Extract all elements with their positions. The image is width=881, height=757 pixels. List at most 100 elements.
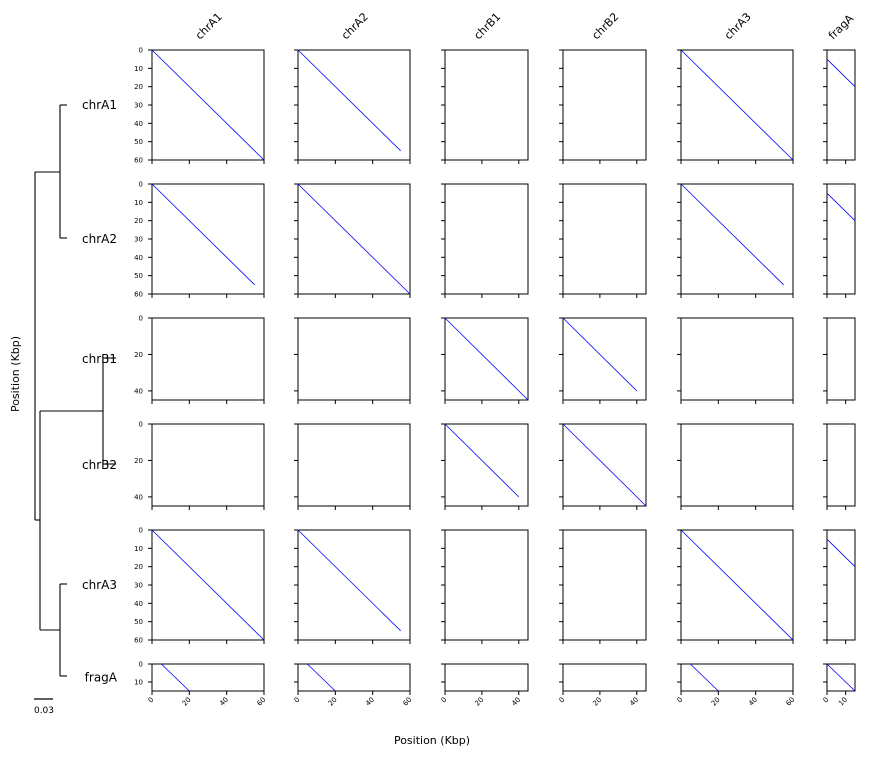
x-tick-label: 0 [822,696,831,705]
panel-chrB2-vs-chrA2 [294,423,411,510]
alignment-chrB1-vs-chrB2 [562,317,638,392]
column-label-chrB1: chrB1 [471,10,503,42]
alignment-chrB2-vs-chrB2 [562,423,647,507]
x-tick-label: 40 [364,696,376,708]
y-tick-label: 0 [139,181,143,189]
row-label-chrA1: chrA1 [82,98,117,112]
row-label-fragA: fragA [85,671,118,685]
x-tick-label: 20 [591,696,603,708]
panel-fragA-vs-chrA1: 0 10 0 20 40 60 [134,661,267,708]
y-tick-label: 40 [134,493,143,501]
y-tick-label: 30 [134,582,143,590]
y-tick-label: 40 [134,254,143,262]
x-tick-label: 20 [181,696,193,708]
panel-frame [444,423,529,507]
panel-chrB1-vs-fragA [823,317,856,404]
panel-chrA3-vs-chrB2 [559,529,647,644]
row-label-chrA3: chrA3 [82,578,117,592]
y-tick-label: 20 [134,457,143,465]
x-tick-label: 0 [676,696,685,705]
panel-chrB1-vs-chrA3 [677,317,794,404]
y-tick-label: 10 [134,199,143,207]
panel-chrB2-vs-fragA [823,423,856,510]
panel-chrA3-vs-chrA1: 0 10 20 30 40 50 60 [134,527,265,645]
x-tick-label: 60 [255,696,267,708]
y-tick-label: 50 [134,618,143,626]
panel-chrA1-vs-fragA [823,49,856,164]
panel-fragA-vs-chrA2: 0 20 40 60 [293,663,413,708]
y-tick-label: 40 [134,600,143,608]
row-label-chrB1: chrB1 [82,352,117,366]
panel-frame [151,423,265,507]
panel-frame [562,49,647,161]
panel-chrB1-vs-chrB2 [559,317,647,404]
alignment-chrA1-vs-chrA2 [297,49,401,152]
row-label-chrA2: chrA2 [82,232,117,246]
panel-frame [562,317,647,401]
panel-chrA2-vs-chrB2 [559,183,647,298]
sequence-labels: chrA1 chrA2 chrB1 chrB2 chrA3 fragA chrA1 chrA2… [82,10,856,684]
panel-frame [562,529,647,641]
panel-chrA1-vs-chrA1: 0 10 20 30 40 50 60 [134,47,265,165]
panel-frame [680,423,794,507]
panel-frame [826,317,856,401]
y-tick-label: 20 [134,217,143,225]
x-tick-label: 0 [440,696,449,705]
x-tick-label: 40 [747,696,759,708]
y-tick-label: 50 [134,138,143,146]
y-tick-label: 0 [139,47,143,55]
y-tick-label: 10 [134,679,143,687]
panel-chrA3-vs-chrA3 [677,529,794,644]
panel-chrA2-vs-chrA2 [294,183,411,298]
panel-chrA2-vs-chrB1 [441,183,529,298]
panel-chrA1-vs-chrA3 [677,49,794,164]
y-tick-label: 20 [134,563,143,571]
alignment-fragA-vs-chrA2 [307,663,336,692]
alignment-chrA1-vs-chrA3 [680,49,794,161]
x-tick-label: 20 [327,696,339,708]
column-label-chrA2: chrA2 [339,10,371,42]
x-tick-label: 40 [218,696,230,708]
alignment-fragA-vs-chrA3 [690,663,719,692]
alignment-fragA-vs-chrA1 [161,663,190,692]
panel-chrB1-vs-chrA2 [294,317,411,404]
panel-chrB2-vs-chrA1: 0 20 40 [134,421,265,510]
panel-frame [562,183,647,295]
panel-frame [297,663,411,692]
panel-frame [826,183,856,295]
alignment-chrA2-vs-chrA3 [680,183,784,286]
panel-frame [444,49,529,161]
tree-scale-label: 0.03 [34,706,54,716]
panel-frame [826,49,856,161]
y-tick-label: 30 [134,236,143,244]
alignment-chrA1-vs-fragA [826,58,856,87]
panel-frame [680,317,794,401]
dendrogram [34,104,116,677]
panel-frame [444,529,529,641]
panel-frame [562,663,647,692]
y-axis-label: Position (Kbp) [9,336,22,412]
panel-frame [297,317,411,401]
y-tick-label: 10 [134,545,143,553]
y-tick-label: 60 [134,157,143,165]
y-tick-label: 20 [134,351,143,359]
panel-fragA-vs-chrB1: 0 20 40 [440,663,529,708]
x-tick-label: 60 [784,696,796,708]
y-tick-label: 20 [134,83,143,91]
column-label-chrA1: chrA1 [193,10,225,42]
panel-frame [444,663,529,692]
panel-chrB2-vs-chrB1 [441,423,529,510]
x-tick-label: 20 [710,696,722,708]
y-tick-label: 30 [134,102,143,110]
alignment-chrA2-vs-fragA [826,192,856,221]
column-label-fragA: fragA [826,12,856,42]
y-tick-label: 60 [134,637,143,645]
panel-chrA3-vs-fragA [823,529,856,644]
x-tick-label: 20 [473,696,485,708]
panel-fragA-vs-chrB2: 0 20 40 [558,663,647,708]
panel-frame [680,663,794,692]
panel-chrA1-vs-chrB2 [559,49,647,164]
y-tick-label: 0 [139,315,143,323]
x-tick-label: 60 [401,696,413,708]
